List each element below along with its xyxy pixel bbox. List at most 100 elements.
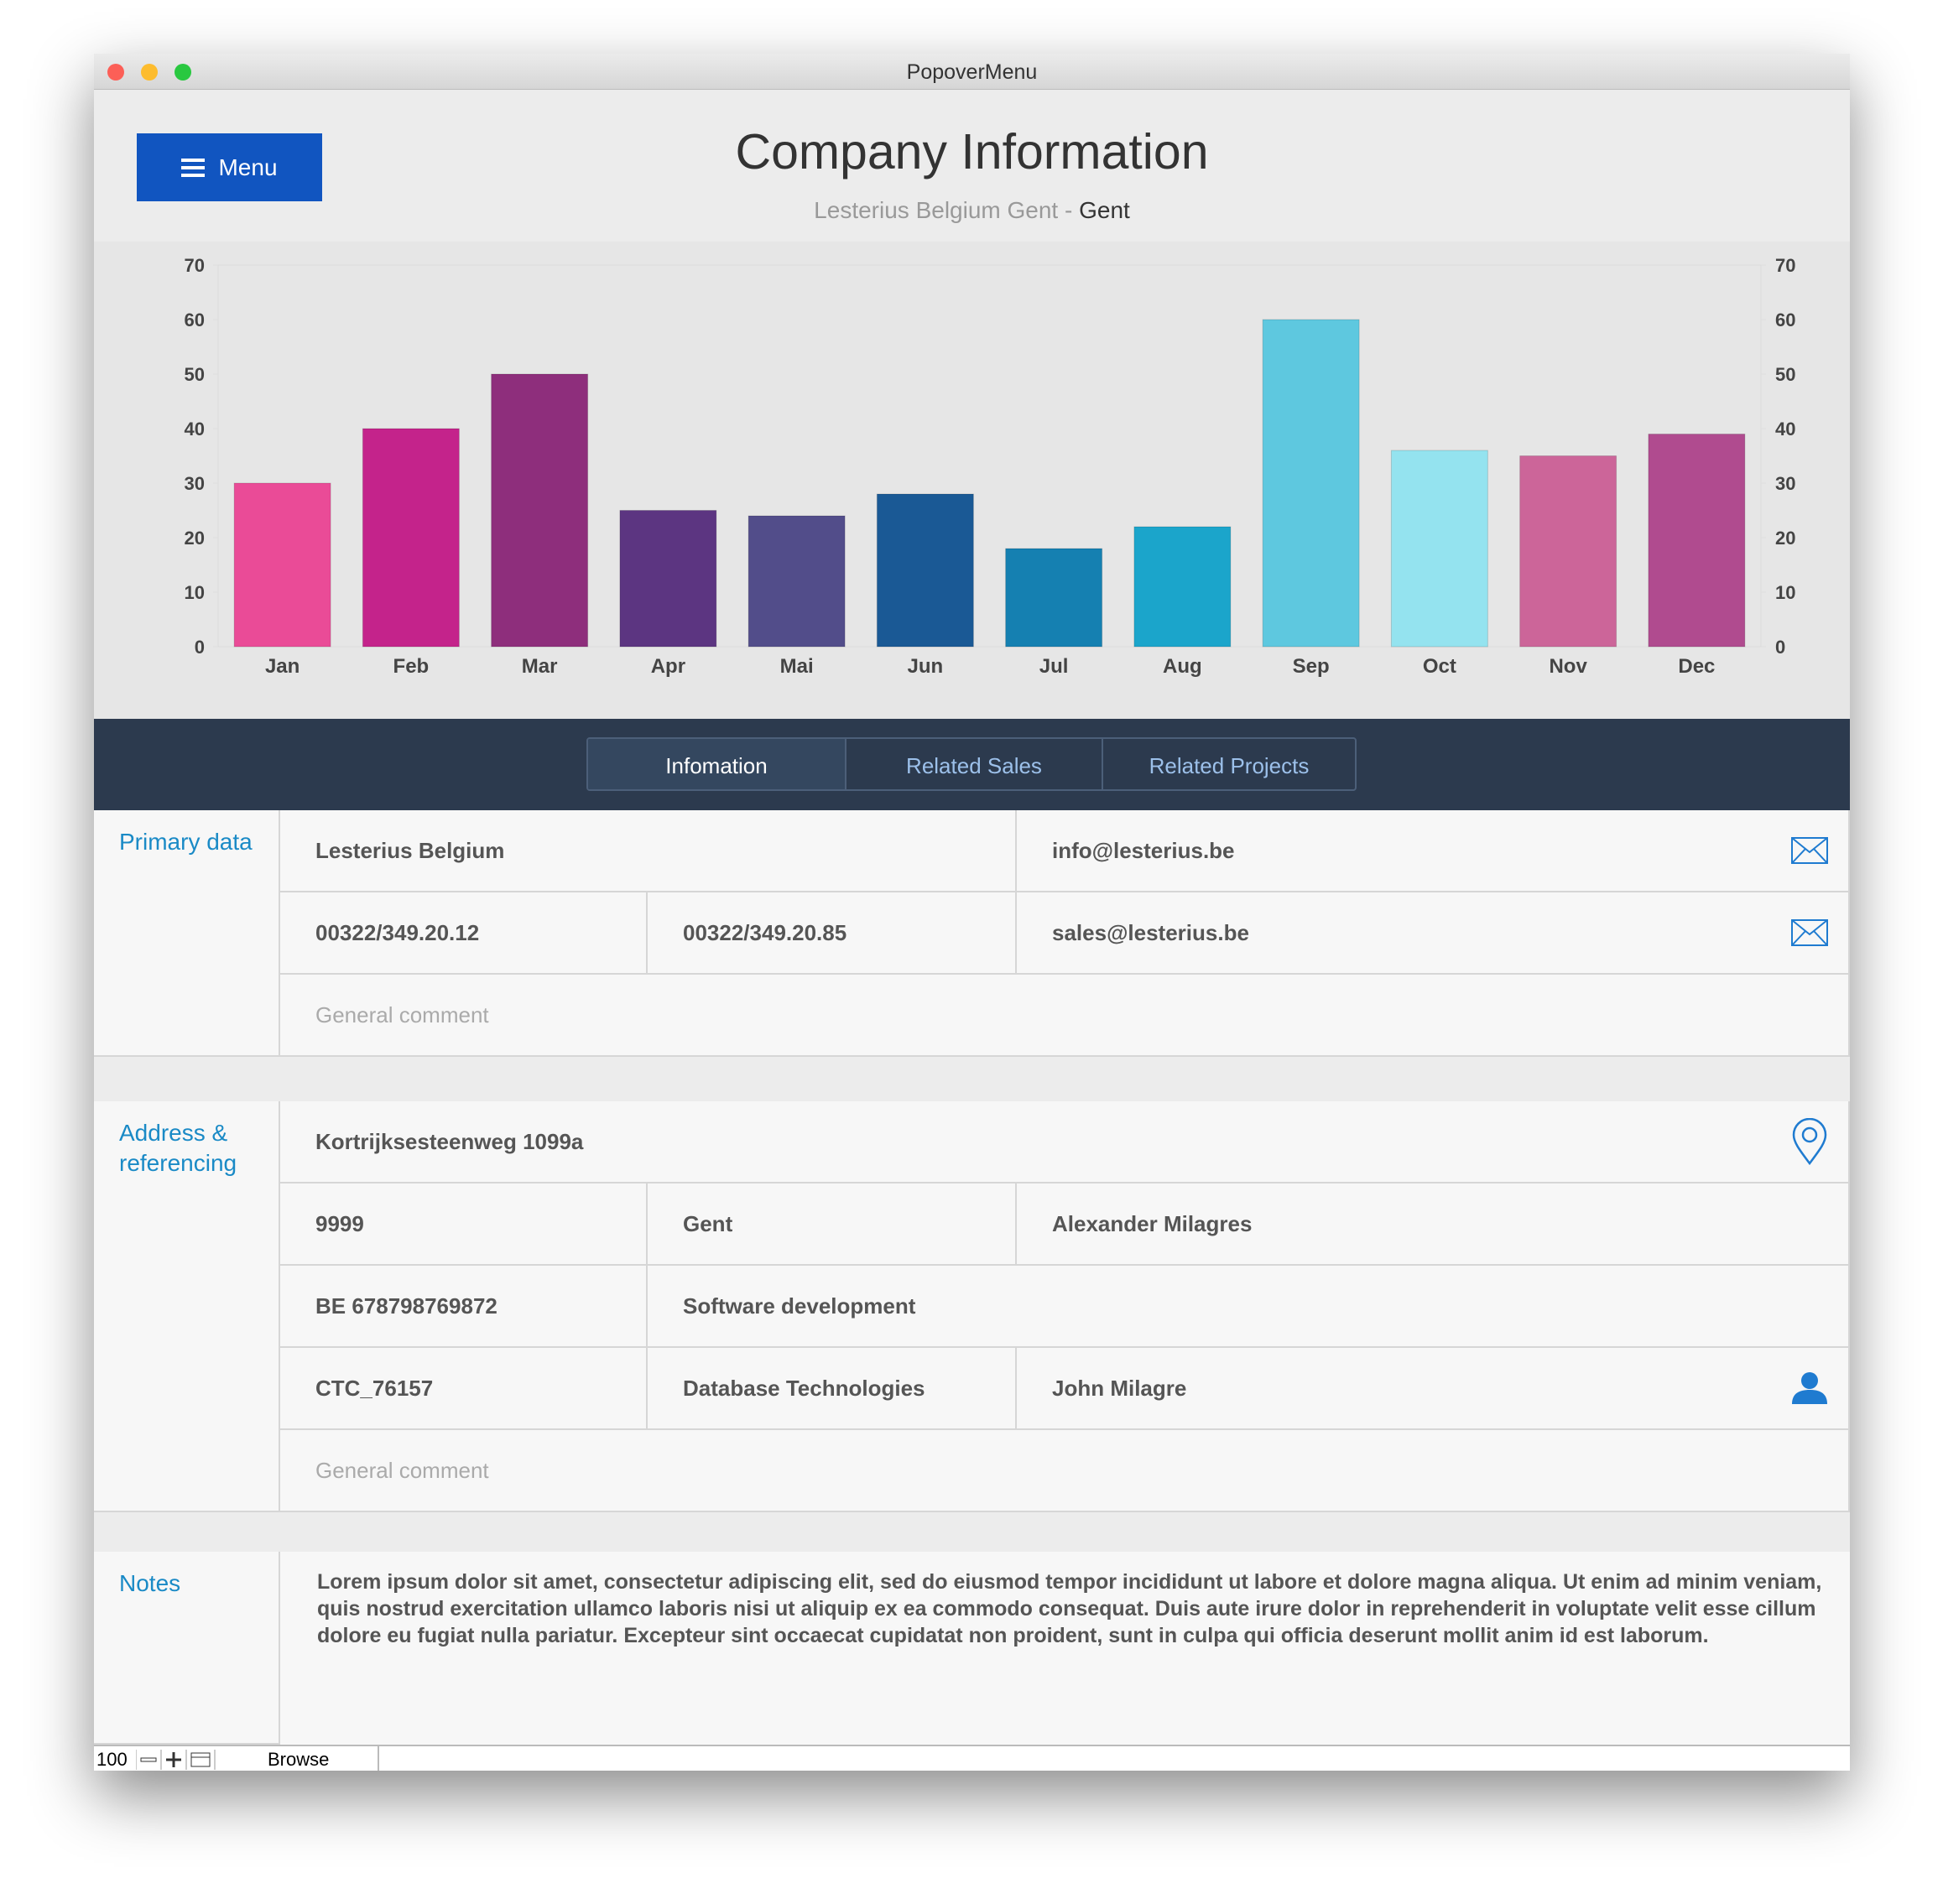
y-tick-label: 30	[185, 473, 205, 494]
y-tick-label: 50	[185, 364, 205, 385]
subtitle-city: Gent	[1079, 197, 1130, 223]
section-divider	[279, 810, 280, 1055]
close-button[interactable]	[107, 64, 124, 81]
mail-glyph	[1791, 837, 1828, 864]
x-tick-label: Feb	[393, 655, 430, 678]
field-text: CTC_76157	[315, 1375, 434, 1401]
bar	[1005, 548, 1103, 648]
form-section: Address & referencing Kortrijksesteenweg …	[94, 1101, 1850, 1512]
window: PopoverMenu Menu Company Information Les…	[94, 54, 1850, 1771]
y2-tick-label: 70	[1775, 255, 1795, 276]
header: Menu Company Information Lesterius Belgi…	[94, 90, 1850, 242]
title-bar: PopoverMenu	[94, 54, 1850, 90]
field-text: BE 678798769872	[315, 1293, 497, 1319]
zoom-button[interactable]	[175, 64, 191, 81]
y-tick-label: 20	[185, 528, 205, 549]
y-tick-label: 0	[195, 637, 205, 658]
field-text: 9999	[315, 1210, 364, 1236]
x-tick-label: Dec	[1678, 655, 1715, 678]
bar	[491, 373, 589, 648]
form: Primary data Lesterius Belgium info@lester…	[94, 810, 1850, 1745]
field-text: General comment	[315, 1001, 489, 1027]
subtitle: Lesterius Belgium Gent - Gent	[94, 197, 1850, 224]
field-text: Software development	[683, 1293, 916, 1319]
placeholder-field: General comment	[280, 975, 1850, 1057]
bar	[748, 515, 846, 648]
menu-button[interactable]: Menu	[137, 133, 322, 201]
field: sales@lesterius.be	[1017, 892, 1850, 975]
field: info@lesterius.be	[1017, 810, 1850, 892]
minimize-button[interactable]	[141, 64, 158, 81]
x-tick-label: Nov	[1549, 655, 1587, 678]
plot-area	[217, 264, 1762, 648]
bar	[1262, 319, 1360, 648]
x-tick-label: Sep	[1293, 655, 1330, 678]
field: 00322/349.20.12	[280, 892, 648, 975]
window-title: PopoverMenu	[906, 60, 1038, 84]
section-label: Primary data	[119, 829, 253, 855]
status-divider	[378, 1746, 379, 1771]
field-text: General comment	[315, 1457, 489, 1483]
bar	[876, 493, 974, 648]
x-tick-label: Jun	[908, 655, 944, 678]
y2-tick-label: 20	[1775, 528, 1795, 549]
field-text: 00322/349.20.12	[315, 919, 480, 945]
person-icon[interactable]	[1791, 1371, 1828, 1405]
x-tick-label: Jul	[1039, 655, 1069, 678]
status-bar: 100 Browse	[94, 1745, 1850, 1771]
zoom-controls[interactable]	[136, 1750, 220, 1770]
bar	[1390, 450, 1488, 648]
hamburger-icon	[181, 158, 206, 177]
field: BE 678798769872	[280, 1266, 648, 1348]
mode-label: Browse	[268, 1749, 330, 1770]
subtitle-company: Lesterius Belgium Gent	[814, 197, 1059, 223]
bar	[362, 428, 460, 648]
y2-tick-label: 10	[1775, 582, 1795, 603]
x-tick-label: Oct	[1423, 655, 1456, 678]
field: Lorem ipsum dolor sit amet, consectetur …	[280, 1552, 1850, 1745]
field-text: Gent	[683, 1210, 733, 1236]
x-tick-label: Mar	[522, 655, 558, 678]
mail-icon[interactable]	[1791, 837, 1828, 864]
mail-icon[interactable]	[1791, 919, 1828, 946]
y2-tick-label: 50	[1775, 364, 1795, 385]
subtitle-separator: -	[1065, 197, 1073, 223]
chart: 0 10 20 30 40 50 60 70 0 10 20 30 40 50 60 70 Jan Feb Mar A…	[94, 242, 1850, 719]
bar	[1648, 434, 1746, 648]
field-text: 00322/349.20.85	[683, 919, 847, 945]
bar	[1519, 455, 1617, 648]
y2-tick-label: 60	[1775, 310, 1795, 330]
x-tick-label: Apr	[651, 655, 685, 678]
page-title: Company Information	[735, 124, 1209, 179]
zoom-level: 100	[96, 1749, 128, 1770]
person-glyph	[1792, 1372, 1827, 1404]
y2-tick-label: 0	[1775, 637, 1785, 658]
bar	[619, 510, 717, 648]
tab[interactable]: Infomation	[588, 739, 845, 789]
field-text: Lesterius Belgium	[315, 837, 505, 863]
section-divider	[279, 1101, 280, 1511]
tab[interactable]: Related Projects	[1102, 739, 1355, 789]
form-section: Primary data Lesterius Belgium info@lester…	[94, 810, 1850, 1057]
y-tick-label: 70	[185, 255, 205, 276]
field-text: Lorem ipsum dolor sit amet, consectetur …	[317, 1570, 1822, 1647]
y2-tick-label: 30	[1775, 473, 1795, 494]
section-divider	[279, 1552, 280, 1743]
field: Software development	[648, 1266, 1850, 1348]
tab[interactable]: Related Sales	[845, 739, 1102, 789]
mail-glyph	[1791, 919, 1828, 946]
y-tick-label: 10	[185, 582, 205, 603]
x-tick-label: Aug	[1163, 655, 1202, 678]
field-text: John Milagre	[1052, 1375, 1187, 1401]
bar	[1133, 526, 1232, 648]
field: CTC_76157	[280, 1348, 648, 1430]
field: Kortrijksesteenweg 1099a	[280, 1101, 1850, 1183]
pin-icon[interactable]	[1791, 1117, 1828, 1166]
field: 9999	[280, 1183, 648, 1266]
bar	[233, 482, 331, 648]
section-label: Address & referencing	[119, 1120, 237, 1176]
y-tick-label: 40	[185, 419, 205, 440]
field-text: Alexander Milagres	[1052, 1210, 1253, 1236]
field-text: info@lesterius.be	[1052, 837, 1235, 863]
